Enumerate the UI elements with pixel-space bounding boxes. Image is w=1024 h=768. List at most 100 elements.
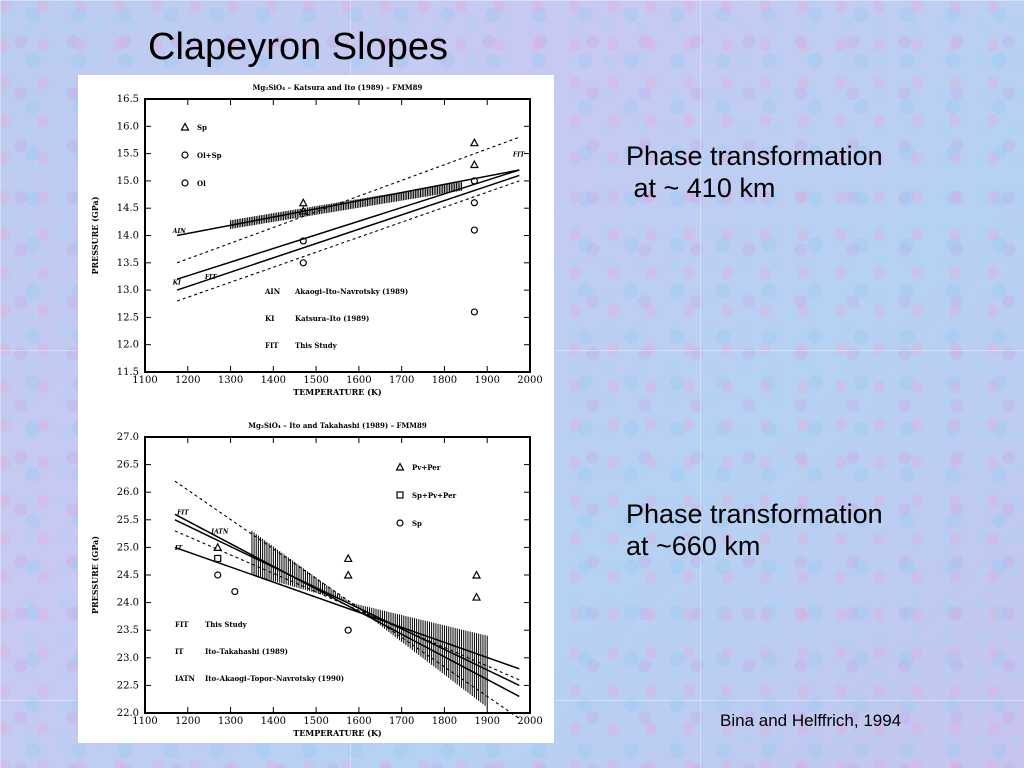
chart2-ytick-label: 26.0: [117, 487, 139, 498]
chart1-xtick-label: 2000: [517, 375, 542, 386]
chart2-xtick-label: 1300: [218, 716, 243, 727]
chart2-ytick-label: 26.5: [117, 460, 139, 471]
chart1-point-triangle: [469, 137, 479, 147]
chart2-ytick-label: 24.0: [117, 598, 139, 609]
chart2-line-label: FIT: [176, 509, 189, 516]
chart2-ytick-label: 22.0: [117, 708, 139, 719]
chart2-xtick-label: 1500: [303, 716, 328, 727]
chart2-series-line-fit-lower: [174, 530, 520, 681]
chart1-ytick-label: 13.0: [117, 285, 139, 296]
chart2-xtick-label: 1700: [389, 716, 414, 727]
chart1-hatch-band: [230, 181, 463, 229]
chart2-point-triangle: [343, 553, 353, 563]
chart2-key-circle: [396, 519, 404, 527]
chart1-xtick-label: 1500: [303, 375, 328, 386]
chart1-xtick-label: 1100: [132, 375, 157, 386]
chart1-series-line-fit-upper: [176, 136, 520, 264]
chart1-series-line-fit: [176, 174, 520, 291]
chart1-ytick-label: 15.0: [117, 176, 139, 187]
chart2-legend-text: This Study: [205, 620, 248, 629]
chart1-legend-text: Akaogi–Ito–Navrotsky (1989): [294, 287, 408, 296]
chart2-point-triangle: [472, 592, 482, 601]
chart2-legend-code: FIT: [175, 620, 189, 629]
chart2-legend-text: Ito–Akaogi–Topor–Navrotsky (1990): [205, 674, 344, 683]
chart2-xlabel: TEMPERATURE (K): [293, 728, 382, 738]
chart1-title: Mg₂SiO₄ – Katsura and Ito (1989) – FMM89: [253, 83, 423, 92]
chart2-point-circle: [344, 626, 352, 634]
chart2-xtick-label: 1900: [474, 716, 499, 727]
chart1-group: [144, 98, 531, 373]
chart2-title: Mg₂SiO₄ – Ito and Takahashi (1989) – FMM…: [248, 421, 427, 430]
chart1-legend-code: KI: [265, 314, 274, 323]
chart1-series-line-ain: [176, 169, 520, 237]
chart1-xtick-label: 1800: [432, 375, 457, 386]
chart1-point-circle: [470, 177, 478, 185]
chart2-point-triangle: [472, 570, 482, 579]
chart1-ylabel: PRESSURE (GPa): [90, 196, 100, 274]
chart1-ytick-label: 16.5: [117, 94, 139, 105]
chart1-frame: [144, 98, 531, 373]
chart1-ytick-label: 12.0: [117, 340, 139, 351]
chart1-xtick-label: 1200: [175, 375, 200, 386]
chart2-xtick-label: 1600: [346, 716, 371, 727]
chart2-key-square: [396, 491, 404, 499]
chart1-xtick-label: 1700: [389, 375, 414, 386]
chart1-key-label: Ol+Sp: [197, 151, 222, 160]
chart1-line-label: FIT: [512, 151, 525, 158]
chart2-ytick-label: 25.5: [117, 515, 139, 526]
chart2-ytick-label: 23.0: [117, 653, 139, 664]
chart2-ytick-label: 23.5: [117, 625, 139, 636]
chart1-point-triangle: [298, 197, 308, 207]
chart2-line-label: IT: [174, 545, 183, 552]
chart2-key-label: Pv+Per: [412, 463, 441, 472]
chart1-xtick-label: 1300: [218, 375, 243, 386]
chart2-key-label: Sp: [412, 519, 422, 528]
chart2-series-line-it: [174, 546, 520, 670]
chart2-xtick-label: 1200: [175, 716, 200, 727]
chart1-point-circle: [470, 308, 478, 316]
chart1-xtick-label: 1400: [261, 375, 286, 386]
chart1-legend-text: Katsura–Ito (1989): [295, 314, 369, 323]
chart2-legend-code: IATN: [175, 674, 196, 683]
chart2-xtick-label: 1100: [132, 716, 157, 727]
chart2-group: [144, 436, 531, 719]
chart1-legend-code: AIN: [264, 287, 281, 296]
chart1-ytick-label: 15.5: [117, 149, 139, 160]
chart1-series-line-fit-lower: [176, 180, 520, 302]
chart1-point-circle: [470, 226, 478, 234]
chart2-ylabel: PRESSURE (GPa): [90, 536, 100, 614]
chart1-xlabel: TEMPERATURE (K): [293, 387, 382, 397]
chart2-point-triangle: [343, 570, 353, 579]
chart1-key-circle: [181, 151, 189, 159]
chart1-key-circle: [181, 179, 189, 187]
chart1-point-triangle: [469, 159, 479, 169]
chart2-ytick-label: 24.5: [117, 570, 139, 581]
chart2-ytick-label: 22.5: [117, 680, 139, 691]
figure-panel: Mg₂SiO₄ – Katsura and Ito (1989) – FMM89…: [78, 75, 554, 743]
chart1-ytick-label: 14.0: [117, 231, 139, 242]
chart2-point-circle: [231, 587, 239, 596]
chart2-xtick-label: 1800: [432, 716, 457, 727]
chart1-legend-text: This Study: [295, 341, 338, 350]
chart2-legend-text: Ito–Takahashi (1989): [205, 647, 288, 656]
chart1-key-triangle: [180, 122, 190, 131]
label-410km: Phase transformation at ~ 410 km: [626, 141, 883, 203]
chart1-line-label: KI: [172, 280, 181, 287]
chart2-point-square: [214, 554, 222, 563]
chart2-key-triangle: [395, 462, 405, 471]
label-660km: Phase transformation at ~660 km: [626, 499, 883, 561]
chart2-ytick-label: 25.0: [117, 542, 139, 553]
chart2-xtick-label: 2000: [517, 716, 542, 727]
chart1-key-label: Sp: [197, 123, 207, 132]
chart2-line-label: IATN: [210, 529, 229, 536]
chart2-series-line-fit-upper: [174, 480, 520, 719]
chart1-point-circle: [299, 259, 307, 267]
chart1-point-triangle: [298, 206, 308, 215]
chart2-xtick-label: 1400: [261, 716, 286, 727]
chart1-ytick-label: 12.5: [117, 312, 139, 323]
chart2-series-line-iatn: [174, 519, 520, 687]
chart1-legend-code: FIT: [265, 341, 279, 350]
chart1-ytick-label: 14.5: [117, 203, 139, 214]
chart1-point-circle: [299, 237, 307, 245]
chart1-xtick-label: 1600: [346, 375, 371, 386]
